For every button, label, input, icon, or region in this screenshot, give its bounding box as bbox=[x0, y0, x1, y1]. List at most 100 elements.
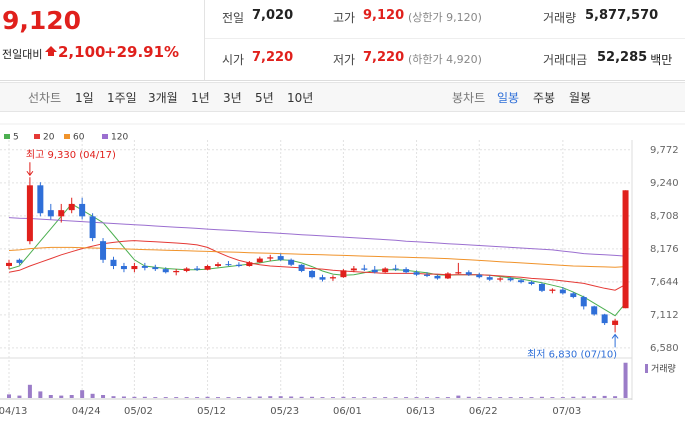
ma-line bbox=[8, 217, 626, 257]
volume-bar bbox=[101, 395, 106, 398]
volume-bar bbox=[27, 384, 32, 398]
volume-bar bbox=[383, 397, 388, 398]
change: 2,100 bbox=[58, 43, 106, 61]
candle-body bbox=[612, 320, 619, 325]
volume-bar bbox=[571, 396, 576, 398]
candle-body bbox=[256, 258, 263, 263]
volume-bar bbox=[236, 397, 241, 398]
tab[interactable]: 10년 bbox=[287, 91, 314, 105]
candle-body bbox=[16, 259, 23, 263]
stat-label: 시가 bbox=[222, 53, 245, 67]
y-tick-label: 7,644 bbox=[650, 277, 679, 288]
ma-line bbox=[8, 246, 626, 268]
candle-body bbox=[100, 241, 107, 260]
candle-body bbox=[194, 268, 201, 270]
candle-body bbox=[37, 185, 44, 214]
tab-group-label: 선차트 bbox=[28, 91, 62, 105]
volume-bar bbox=[550, 397, 555, 398]
volume-bar bbox=[330, 397, 335, 398]
tab[interactable]: 3개월 bbox=[148, 91, 178, 105]
volume-bar bbox=[372, 397, 377, 398]
candle-body bbox=[392, 268, 399, 270]
candle-body bbox=[131, 266, 138, 270]
x-tick-label: 05/12 bbox=[197, 406, 226, 417]
volume-bar bbox=[69, 395, 74, 398]
candle-body bbox=[518, 280, 525, 283]
volume-bar bbox=[59, 395, 64, 398]
x-tick-label: 05/02 bbox=[124, 406, 153, 417]
legend-swatch bbox=[64, 134, 70, 139]
candle-body bbox=[434, 275, 441, 279]
stat-label: 고가 bbox=[333, 11, 356, 25]
stat-label: 저가 bbox=[333, 53, 356, 67]
x-tick-label: 04/13 bbox=[0, 406, 27, 417]
candle-body bbox=[350, 268, 357, 271]
stat-label: 거래대금 bbox=[543, 53, 588, 67]
tab[interactable]: 3년 bbox=[223, 91, 242, 105]
tab[interactable]: 주봉 bbox=[533, 91, 556, 105]
volume-bar bbox=[445, 397, 450, 398]
divider bbox=[205, 38, 685, 39]
candle-body bbox=[162, 269, 169, 273]
volume-bar bbox=[456, 395, 461, 398]
tab[interactable]: 1년 bbox=[191, 91, 210, 105]
candle-body bbox=[497, 278, 504, 280]
candle-body bbox=[288, 259, 295, 265]
stat-note: (하한가 4,920) bbox=[408, 53, 482, 66]
stat-unit: 백만 bbox=[650, 53, 673, 67]
volume-bar bbox=[90, 393, 95, 398]
volume-bar bbox=[121, 396, 126, 398]
candle-body bbox=[382, 268, 389, 273]
ma-line bbox=[8, 240, 626, 291]
candle-body bbox=[622, 190, 629, 309]
price: 9,120 bbox=[2, 6, 82, 35]
x-tick-label: 06/13 bbox=[406, 406, 435, 417]
candle-body bbox=[424, 274, 430, 276]
volume-bar bbox=[623, 362, 628, 398]
candle-body bbox=[120, 266, 127, 270]
volume-bar bbox=[602, 395, 607, 398]
legend-label: 20 bbox=[43, 133, 55, 143]
volume-bar bbox=[205, 396, 210, 398]
volume-bar bbox=[310, 396, 315, 398]
candle-body bbox=[298, 264, 305, 271]
volume-bar bbox=[435, 397, 440, 398]
candle-body bbox=[204, 266, 211, 270]
candle-body bbox=[361, 268, 368, 270]
y-tick-label: 7,112 bbox=[650, 310, 679, 321]
volume-bar bbox=[320, 397, 325, 398]
candle-body bbox=[329, 277, 336, 279]
annotation: 최저 6,830 (07/10) bbox=[527, 348, 617, 360]
volume-bar bbox=[341, 396, 346, 398]
tab[interactable]: 일봉 bbox=[497, 91, 520, 105]
candle-body bbox=[68, 203, 75, 211]
tab[interactable]: 월봉 bbox=[569, 91, 592, 105]
volume-bar bbox=[195, 397, 200, 398]
candle-body bbox=[89, 216, 96, 239]
tab[interactable]: 1주일 bbox=[107, 91, 137, 105]
candle-body bbox=[538, 284, 545, 291]
candle-body bbox=[215, 264, 221, 266]
volume-bar bbox=[153, 397, 158, 398]
tab-group-label: 봉차트 bbox=[452, 91, 486, 105]
tab[interactable]: 1일 bbox=[75, 91, 94, 105]
volume-bar bbox=[38, 391, 43, 398]
ma-line bbox=[8, 203, 626, 317]
candle-body bbox=[277, 256, 284, 260]
volume-bar bbox=[80, 390, 85, 398]
volume-bar bbox=[142, 396, 147, 398]
candle-body bbox=[371, 269, 378, 273]
candle-body bbox=[570, 293, 577, 298]
tab-bar bbox=[0, 82, 685, 112]
up-icon bbox=[45, 46, 57, 56]
candle-body bbox=[591, 306, 598, 315]
volume-bar bbox=[581, 396, 586, 398]
volume-bar bbox=[592, 396, 597, 398]
volume-bar bbox=[477, 397, 482, 398]
candle-body bbox=[183, 268, 190, 271]
candle-body bbox=[152, 267, 159, 270]
tab[interactable]: 5년 bbox=[255, 91, 274, 105]
stat-value: 7,220 bbox=[252, 50, 294, 65]
volume-bar bbox=[163, 397, 168, 398]
volume-bar bbox=[226, 397, 231, 398]
